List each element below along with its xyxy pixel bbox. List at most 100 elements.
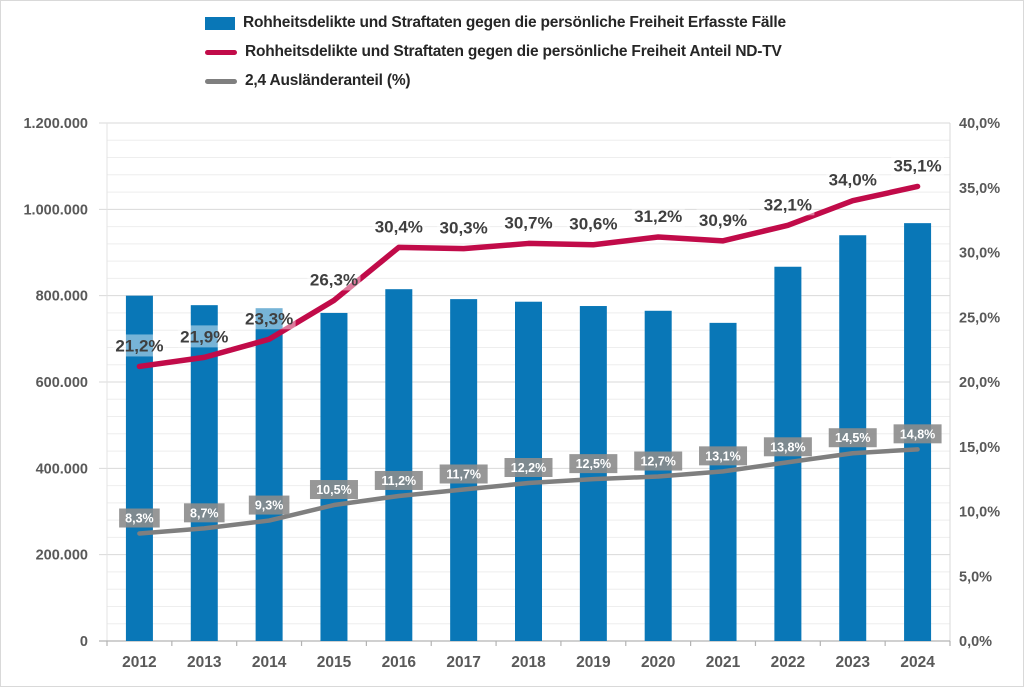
- data-label: 11,2%: [381, 474, 416, 488]
- legend-label: 2,4 Ausländeranteil (%): [245, 72, 411, 89]
- line-swatch-icon: [205, 78, 237, 84]
- bar-2012: [125, 295, 153, 641]
- data-label: 13,8%: [770, 440, 805, 454]
- data-label-box: [699, 446, 748, 466]
- left-axis-tick: 800.000: [36, 289, 88, 305]
- data-label: 10,5%: [316, 483, 351, 497]
- data-label-halo: [761, 193, 815, 216]
- data-label: 14,8%: [900, 427, 935, 441]
- right-axis-tick: 20,0%: [959, 375, 1000, 391]
- data-label: 26,3%: [310, 270, 358, 289]
- data-label-halo: [631, 204, 685, 227]
- data-label-box: [569, 454, 618, 474]
- data-label-box: [504, 458, 553, 478]
- left-axis-tick: 400.000: [36, 461, 88, 477]
- legend-label: Rohheitsdelikte und Straftaten gegen die…: [243, 14, 786, 31]
- line-swatch-icon: [205, 49, 237, 55]
- data-label-box: [119, 508, 160, 528]
- data-label-box: [763, 437, 812, 457]
- data-label: 31,2%: [634, 207, 682, 226]
- data-label: 34,0%: [829, 171, 877, 190]
- data-label: 21,2%: [115, 336, 163, 355]
- legend-item-anteil-ndtv: Rohheitsdelikte und Straftaten gegen die…: [205, 43, 786, 61]
- right-axis-tick: 10,0%: [959, 505, 1000, 521]
- x-axis-label: 2020: [641, 654, 675, 671]
- left-axis-tick: 0: [80, 634, 88, 650]
- x-axis-label: 2019: [576, 654, 611, 671]
- left-axis-tick: 1.000.000: [23, 202, 88, 218]
- x-axis-label: 2024: [900, 654, 935, 671]
- x-axis-label: 2012: [122, 654, 156, 671]
- auslaenderanteil-line: [137, 447, 920, 536]
- legend-item-erfasste-faelle: Rohheitsdelikte und Straftaten gegen die…: [205, 14, 786, 32]
- data-label-box: [439, 464, 488, 484]
- data-label: 30,9%: [699, 211, 747, 230]
- right-axis-labels: 40,0% 35,0% 30,0% 25,0% 20,0% 15,0% 10,0% 5,0% 0…: [959, 116, 1000, 650]
- data-label-box: [248, 495, 290, 515]
- data-label: 30,6%: [569, 215, 617, 234]
- ndtv-labels: 21,2% 21,9% 23,3% 26,3% 30,4% 30,3% 30,7% 30,6%…: [112, 154, 945, 357]
- data-label: 12,7%: [640, 455, 675, 469]
- data-label-halo: [502, 211, 555, 234]
- data-label: 12,5%: [576, 457, 611, 471]
- data-label-box: [374, 470, 423, 490]
- data-label-halo: [372, 215, 426, 238]
- left-axis-tick: 1.200.000: [23, 116, 88, 132]
- data-label: 23,3%: [245, 309, 293, 328]
- right-axis-tick: 30,0%: [959, 246, 1000, 262]
- left-axis-tick: 200.000: [36, 548, 88, 564]
- legend-item-auslaenderanteil: 2,4 Ausländeranteil (%): [205, 72, 786, 90]
- data-label: 12,2%: [511, 461, 546, 475]
- data-label: 30,3%: [440, 219, 488, 238]
- data-label-halo: [307, 268, 361, 291]
- data-label: 32,1%: [764, 195, 812, 214]
- bars: [125, 223, 932, 641]
- right-axis-tick: 35,0%: [959, 181, 1000, 197]
- ndtv-line: [136, 183, 921, 370]
- data-label-halo: [891, 154, 945, 177]
- bar-2016: [385, 289, 413, 641]
- bar-2019: [579, 306, 607, 641]
- bar-2021: [709, 322, 737, 641]
- auslaenderanteil-labels: 8,3% 8,7% 9,3% 10,5% 11,2% 11,7% 12,2% 12,5% 12,…: [119, 424, 942, 528]
- right-axis-tick: 25,0%: [959, 310, 1000, 326]
- data-label-box: [183, 503, 225, 523]
- bar-2015: [320, 312, 348, 641]
- legend-label: Rohheitsdelikte und Straftaten gegen die…: [245, 43, 782, 60]
- right-axis-tick: 0,0%: [959, 634, 992, 650]
- bar-swatch-icon: [205, 16, 235, 30]
- data-label-halo: [437, 216, 491, 239]
- bar-2014: [255, 308, 283, 641]
- data-label-halo: [242, 307, 296, 330]
- data-label-halo: [826, 168, 880, 191]
- x-axis-label: 2015: [317, 654, 352, 671]
- x-axis-label: 2013: [187, 654, 222, 671]
- right-axis-tick: 5,0%: [959, 569, 992, 585]
- data-label: 21,9%: [180, 327, 228, 346]
- data-label-halo: [112, 334, 166, 357]
- data-label: 11,7%: [446, 467, 481, 481]
- x-axis: 2012 2013 2014 2015 2016 2017 2018 2019 2020 2021…: [99, 640, 951, 671]
- data-label: 9,3%: [255, 499, 284, 513]
- x-axis-label: 2023: [835, 654, 870, 671]
- data-label-halo: [696, 208, 750, 231]
- x-axis-label: 2017: [446, 654, 480, 671]
- left-axis-labels: 1.200.000 1.000.000 800.000 600.000 400.000 2…: [23, 116, 88, 650]
- x-axis-label: 2022: [771, 654, 805, 671]
- data-label: 35,1%: [893, 156, 941, 175]
- x-axis-label: 2016: [382, 654, 417, 671]
- right-axis-tick: 15,0%: [959, 440, 1000, 456]
- x-axis-label: 2014: [252, 654, 287, 671]
- data-label: 8,3%: [125, 512, 154, 526]
- data-label-box: [893, 424, 942, 444]
- data-label: 13,1%: [705, 449, 740, 463]
- x-axis-label: 2018: [511, 654, 546, 671]
- data-label-box: [828, 428, 877, 448]
- data-label-halo: [177, 325, 231, 348]
- chart-legend: Rohheitsdelikte und Straftaten gegen die…: [205, 14, 786, 90]
- data-label-halo: [566, 212, 620, 235]
- data-label: 8,7%: [190, 506, 219, 520]
- x-axis-label: 2021: [706, 654, 741, 671]
